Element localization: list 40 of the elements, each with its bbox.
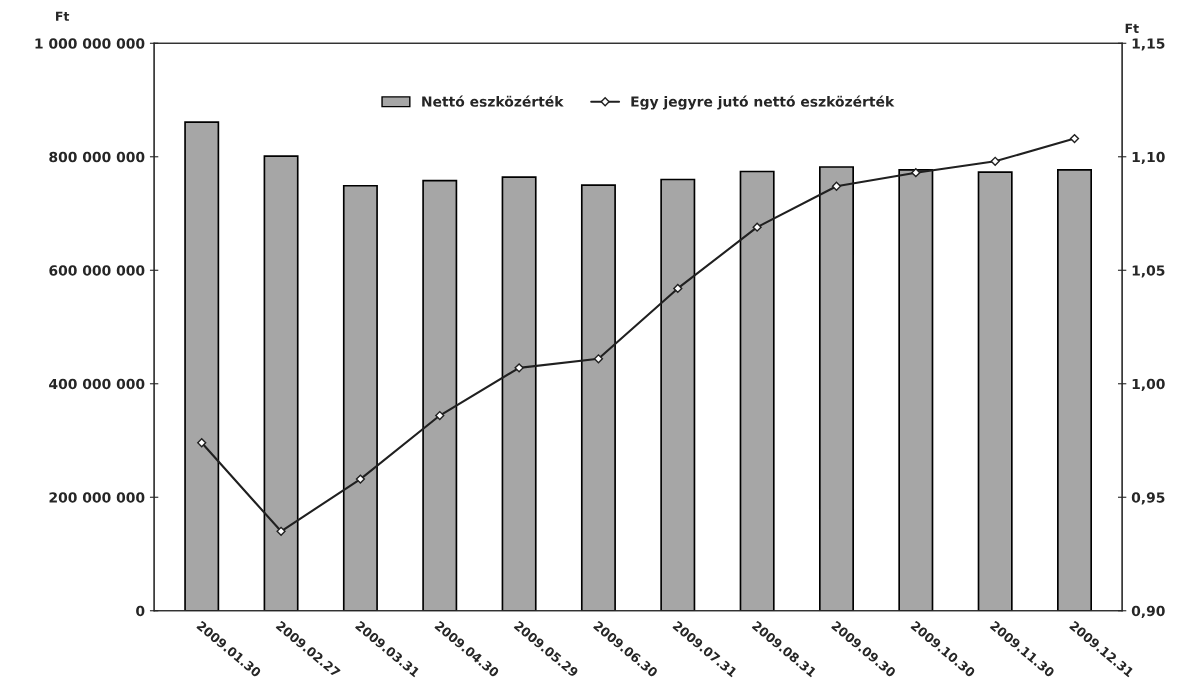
bar bbox=[342, 184, 378, 611]
point bbox=[514, 363, 524, 373]
y2-tick-label: 0,90 bbox=[1131, 605, 1165, 618]
y-tick-label: 0 bbox=[136, 605, 145, 617]
y2-tick-label: 0,95 bbox=[1131, 492, 1165, 505]
y2-tick-label: 1,10 bbox=[1132, 151, 1165, 165]
point bbox=[990, 156, 1000, 166]
point bbox=[831, 181, 842, 191]
legend-label: Nettó eszközérték bbox=[422, 95, 564, 107]
point bbox=[435, 410, 445, 421]
bar bbox=[898, 168, 934, 611]
point bbox=[355, 474, 366, 484]
legend-label: Egy jegyre jutó nettó eszközérték bbox=[631, 95, 895, 110]
bar bbox=[660, 178, 696, 611]
point bbox=[197, 438, 207, 448]
y-tick-label: 600 000 000 bbox=[49, 265, 145, 276]
y-tick-label: 400 000 000 bbox=[49, 378, 145, 390]
y-axis-title: Ft bbox=[56, 11, 70, 21]
y2-tick-label: 1,15 bbox=[1132, 38, 1165, 51]
bar bbox=[739, 170, 775, 611]
y-tick-label: 1 000 000 000 bbox=[35, 38, 145, 49]
point bbox=[593, 354, 604, 364]
bar bbox=[818, 166, 854, 611]
point bbox=[911, 168, 921, 178]
bar bbox=[184, 121, 220, 611]
y2-tick-label: 1,00 bbox=[1132, 378, 1165, 392]
bar bbox=[501, 176, 537, 611]
bar bbox=[977, 171, 1013, 611]
point bbox=[673, 283, 683, 294]
bar bbox=[1057, 168, 1093, 611]
bar bbox=[263, 155, 299, 611]
point bbox=[752, 222, 762, 232]
y-tick-label: 200 000 000 bbox=[49, 492, 145, 503]
point bbox=[1069, 133, 1080, 144]
y2-axis-title: Ft bbox=[1125, 23, 1139, 33]
bar bbox=[580, 184, 616, 611]
y-tick-label: 800 000 000 bbox=[49, 151, 145, 163]
bar bbox=[422, 179, 458, 611]
point bbox=[276, 526, 286, 536]
y2-tick-label: 1,05 bbox=[1132, 265, 1165, 278]
